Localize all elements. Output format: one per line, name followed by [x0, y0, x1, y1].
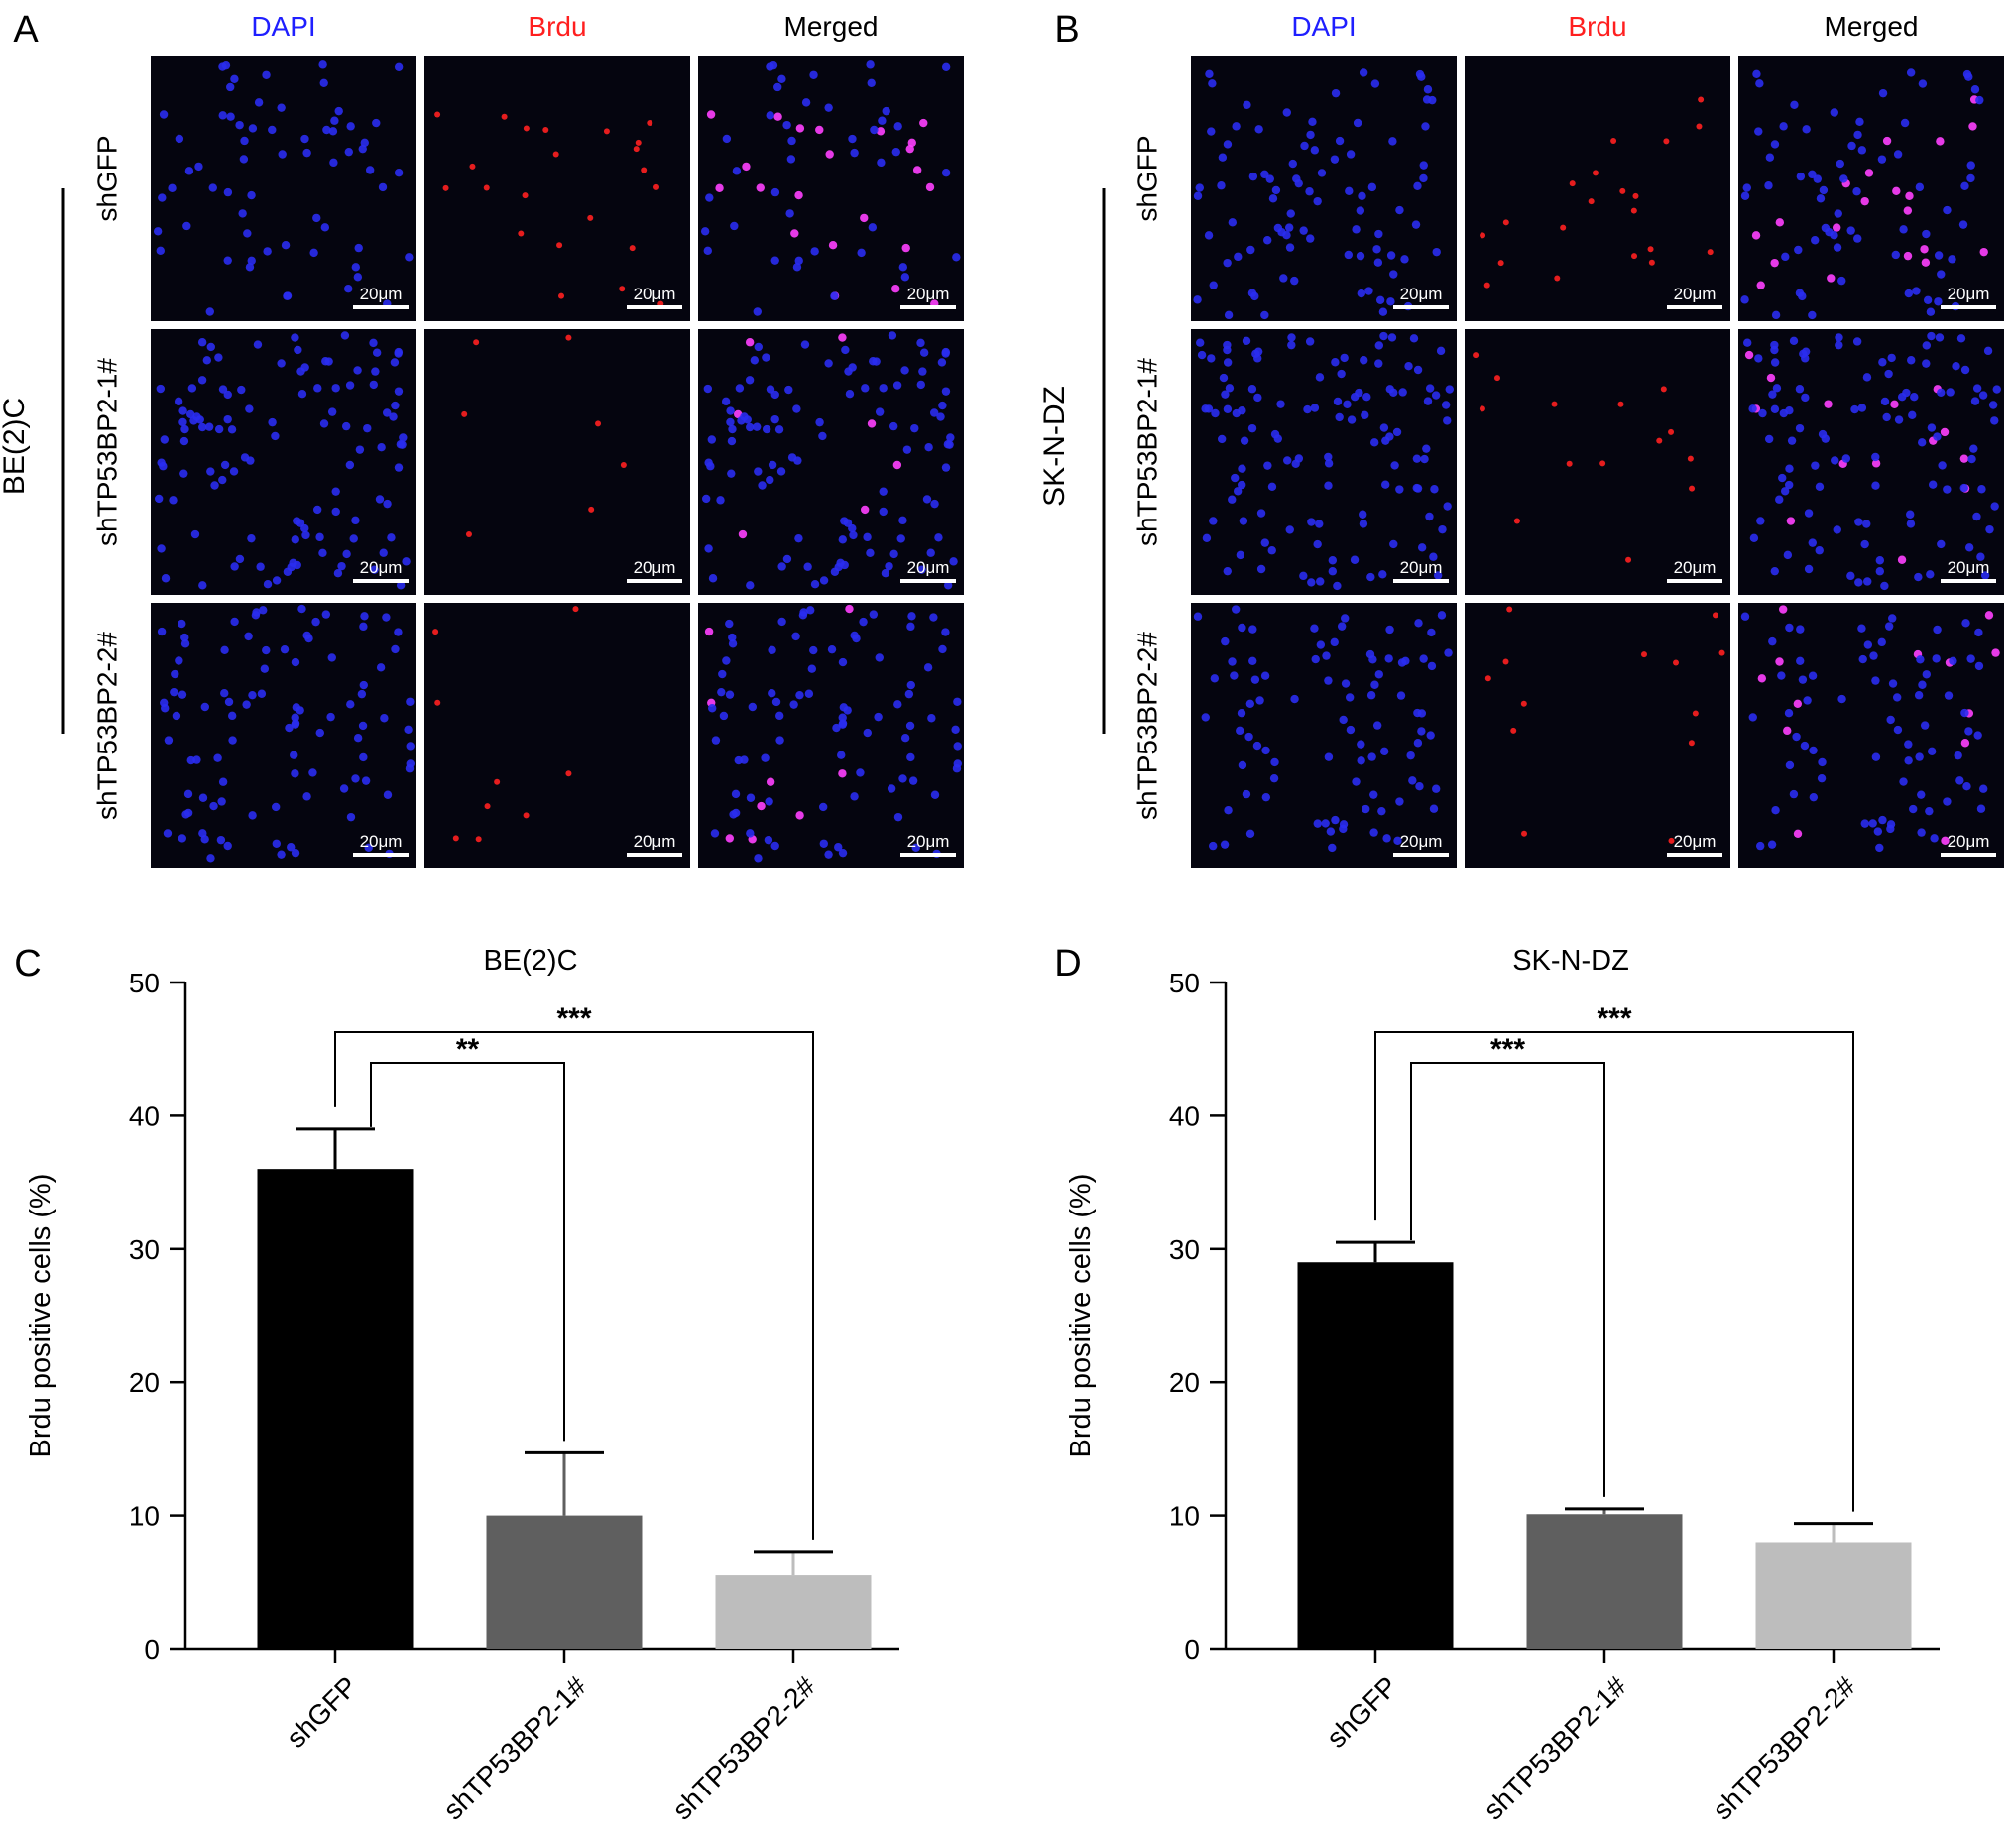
y-tick-label: 40	[1169, 1100, 1200, 1131]
scale-bar-label: 20μm	[1400, 285, 1443, 303]
micrograph-dapi: 20μm	[151, 603, 416, 868]
y-tick-label: 10	[1169, 1501, 1200, 1532]
scale-bar-label: 20μm	[1674, 558, 1717, 577]
y-tick-label: 20	[129, 1367, 160, 1398]
scale-bar-label: 20μm	[1674, 832, 1717, 851]
scale-bar-label: 20μm	[1674, 285, 1717, 303]
micrograph-merged: 20μm	[698, 329, 964, 595]
micrograph-panel-a: A DAPI Brdu Merged BE(2)C shGFP shTP53BP2-1# sh…	[0, 9, 964, 868]
bar	[1297, 1262, 1454, 1649]
cell-line-label: SK-N-DZ	[1038, 386, 1071, 507]
scale-bar-label: 20μm	[907, 832, 950, 851]
micrograph-dapi: 20μm	[151, 56, 416, 321]
column-header-dapi: DAPI	[1291, 11, 1356, 42]
bar	[257, 1169, 414, 1649]
micrograph-brdu: 20μm	[1465, 603, 1730, 868]
y-axis-label: Brdu positive cells (%)	[1065, 1174, 1097, 1458]
y-tick-label: 50	[1169, 968, 1200, 998]
row-label: shTP53BP2-1#	[91, 358, 122, 546]
column-header-merged: Merged	[1825, 11, 1919, 42]
y-tick-label: 10	[129, 1501, 160, 1532]
micrograph-brdu: 20μm	[424, 56, 690, 321]
micrograph-brdu: 20μm	[424, 603, 690, 868]
scale-bar-label: 20μm	[360, 558, 403, 577]
micrograph-brdu: 20μm	[424, 329, 690, 595]
bar	[486, 1515, 643, 1649]
scale-bar-label: 20μm	[634, 832, 676, 851]
y-tick-label: 40	[129, 1100, 160, 1131]
chart-title: SK-N-DZ	[1512, 945, 1629, 977]
micrograph-dapi: 20μm	[1191, 603, 1457, 868]
scale-bar-label: 20μm	[1948, 832, 1990, 851]
bar	[715, 1575, 872, 1649]
significance-bracket	[1374, 1031, 1854, 1512]
micrograph-brdu: 20μm	[1465, 56, 1730, 321]
panel-letter-d: D	[1054, 943, 1081, 984]
significance-bracket	[370, 1062, 565, 1442]
significance-label: ***	[1490, 1033, 1525, 1066]
scale-bar-label: 20μm	[1400, 558, 1443, 577]
scale-bar-label: 20μm	[360, 285, 403, 303]
chart-title: BE(2)C	[483, 945, 577, 977]
panel-letter-b: B	[1054, 9, 1079, 51]
micrograph-merged: 20μm	[698, 603, 964, 868]
y-tick-label: 30	[1169, 1234, 1200, 1265]
micrograph-dapi: 20μm	[151, 329, 416, 595]
column-header-dapi: DAPI	[251, 11, 315, 42]
row-label: shTP53BP2-1#	[1131, 358, 1162, 546]
bar	[1526, 1514, 1683, 1649]
y-tick-label: 50	[129, 968, 160, 998]
scale-bar-label: 20μm	[634, 285, 676, 303]
y-tick-label: 0	[1184, 1634, 1200, 1665]
micrograph-merged: 20μm	[1738, 56, 2004, 321]
scale-bar-label: 20μm	[634, 558, 676, 577]
y-tick-label: 0	[144, 1634, 160, 1665]
micrograph-panel-b: B DAPI Brdu Merged SK-N-DZ shGFP shTP53BP2-1# s…	[1038, 9, 2004, 868]
column-header-brdu: Brdu	[1568, 11, 1626, 42]
significance-label: ***	[1597, 1002, 1631, 1035]
y-tick-label: 20	[1169, 1367, 1200, 1398]
micrograph-panels: A DAPI Brdu Merged BE(2)C shGFP shTP53BP2-1# sh…	[0, 9, 2004, 868]
micrograph-dapi: 20μm	[1191, 56, 1457, 321]
micrograph-dapi: 20μm	[1191, 329, 1457, 595]
row-label: shGFP	[1131, 135, 1162, 221]
row-label: shTP53BP2-2#	[91, 632, 122, 820]
cell-line-label: BE(2)C	[0, 398, 31, 495]
bar	[1755, 1542, 1912, 1649]
y-tick-label: 30	[129, 1234, 160, 1265]
micrograph-merged: 20μm	[1738, 603, 2004, 868]
micrograph-brdu: 20μm	[1465, 329, 1730, 595]
row-label: shGFP	[91, 135, 122, 221]
micrograph-merged: 20μm	[698, 56, 964, 321]
y-axis-label: Brdu positive cells (%)	[25, 1174, 57, 1458]
row-label: shTP53BP2-2#	[1131, 632, 1162, 820]
column-header-merged: Merged	[784, 11, 879, 42]
significance-bracket	[334, 1031, 814, 1540]
scale-bar-label: 20μm	[1948, 285, 1990, 303]
panel-letter-a: A	[13, 9, 39, 51]
scale-bar-label: 20μm	[907, 285, 950, 303]
significance-bracket	[1410, 1062, 1605, 1497]
scale-bar-label: 20μm	[360, 832, 403, 851]
significance-label: ***	[556, 1002, 591, 1035]
scale-bar-label: 20μm	[1400, 832, 1443, 851]
scale-bar-label: 20μm	[907, 558, 950, 577]
panel-letter-c: C	[14, 943, 41, 984]
significance-label: **	[456, 1033, 480, 1066]
micrograph-merged: 20μm	[1738, 329, 2004, 595]
column-header-brdu: Brdu	[528, 11, 586, 42]
scale-bar-label: 20μm	[1948, 558, 1990, 577]
